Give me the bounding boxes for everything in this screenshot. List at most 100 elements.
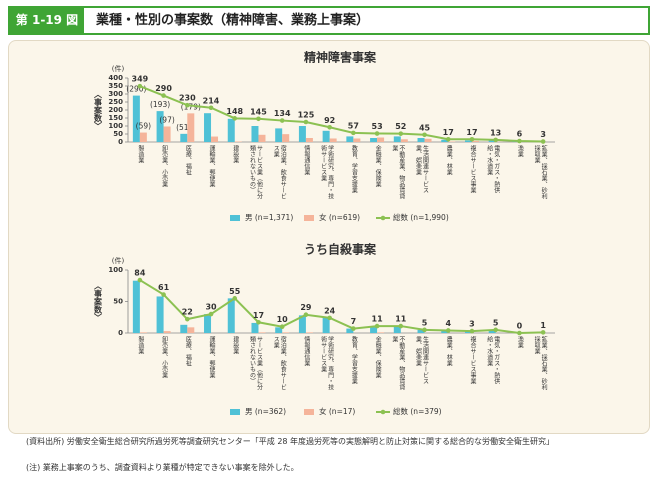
bar <box>305 138 313 142</box>
total-point <box>374 131 380 136</box>
bar <box>156 111 164 142</box>
bar-value-label: (290) <box>126 85 146 94</box>
bar <box>180 324 188 333</box>
total-point <box>303 119 309 125</box>
total-value-label: 30 <box>205 303 217 312</box>
bar <box>464 331 472 333</box>
y-tick-label: 100 <box>108 122 123 130</box>
total-value-label: 125 <box>298 111 315 120</box>
total-value-label: 29 <box>300 303 312 312</box>
bar <box>377 137 385 142</box>
x-tick-label: 運輸業、郵便業 <box>208 336 216 378</box>
total-value-label: 92 <box>324 116 335 125</box>
total-point <box>374 323 380 329</box>
x-tick-label: 電気・ガス・熱供給・水道業 <box>485 336 500 384</box>
bar <box>187 113 195 142</box>
bar <box>211 136 219 142</box>
total-value-label: 7 <box>351 317 357 326</box>
total-point <box>279 324 285 330</box>
total-point <box>517 138 522 144</box>
x-tick-label: 漁業 <box>516 336 524 348</box>
total-point <box>469 136 475 142</box>
x-tick-label: サービス業（他に分類されないもの） <box>248 336 263 390</box>
total-point <box>422 327 427 333</box>
x-tick-label: 医療、福祉 <box>184 336 192 366</box>
bar <box>417 138 425 142</box>
bar <box>275 327 283 333</box>
total-value-label: 10 <box>277 315 289 324</box>
bar <box>298 126 306 142</box>
bar <box>132 95 140 142</box>
total-point <box>327 124 332 130</box>
bar <box>275 128 283 142</box>
bar <box>441 330 449 333</box>
total-point <box>422 132 427 138</box>
bar <box>139 332 147 333</box>
bar <box>282 134 290 142</box>
bar <box>370 326 378 333</box>
bar <box>139 132 147 142</box>
bar <box>377 332 385 333</box>
y-tick-label: 0 <box>118 329 123 337</box>
x-tick-label: 宿泊業、飲食サービス業 <box>272 336 287 390</box>
legend-label: 総数 (n=1,990) <box>393 212 449 222</box>
bar <box>346 136 354 142</box>
x-tick-label: 情報通信業 <box>302 336 310 366</box>
legend-swatch <box>230 215 240 221</box>
bar <box>258 134 266 142</box>
total-point <box>208 311 214 317</box>
x-tick-label: 不動産業、物品賃貸業 <box>390 336 405 390</box>
total-value-label: 5 <box>422 318 428 327</box>
total-point <box>493 327 498 333</box>
bar <box>370 138 378 142</box>
bar <box>163 126 171 142</box>
x-tick-label: 生活関連サービス業、娯楽業 <box>414 336 429 384</box>
total-value-label: 3 <box>469 320 475 329</box>
x-tick-label: 卸売業、小売業 <box>160 145 168 187</box>
x-tick-label: 学術研究、専門・技術サービス業 <box>319 145 334 199</box>
x-tick-label: 宿泊業、飲食サービス業 <box>272 145 287 199</box>
total-value-label: 134 <box>274 109 291 118</box>
total-value-label: 24 <box>324 306 336 315</box>
y-unit: (件) <box>112 64 125 73</box>
bar <box>282 332 290 333</box>
bar <box>464 140 472 142</box>
bar <box>424 138 432 142</box>
total-value-label: 45 <box>419 123 431 132</box>
x-tick-label: 農業、林業 <box>445 336 453 366</box>
y-tick-label: 250 <box>108 98 123 106</box>
legend-swatch <box>380 215 386 221</box>
x-tick-label: 鉱業、採石業、砂利採取業 <box>533 145 548 199</box>
total-point <box>279 118 285 123</box>
footnote: (注) 業務上事案のうち、調査資料より業種が特定できない事案を除外した。 <box>26 463 299 472</box>
bar <box>298 315 306 333</box>
chart-title: 精神障害事案 <box>304 50 377 65</box>
bar <box>187 327 195 333</box>
legend-swatch <box>304 409 314 415</box>
bar <box>441 139 449 142</box>
total-value-label: 5 <box>493 318 499 327</box>
y-axis-label: 〈事案数〉 <box>93 90 103 130</box>
total-point <box>161 93 166 98</box>
legend-label: 総数 (n=379) <box>393 406 442 416</box>
y-tick-label: 150 <box>108 114 123 122</box>
total-point <box>351 130 356 136</box>
bar <box>353 138 361 142</box>
total-value-label: 349 <box>132 75 149 84</box>
x-tick-label: 運輸業、郵便業 <box>208 145 216 187</box>
x-tick-label: 鉱業、採石業、砂利採取業 <box>533 336 548 390</box>
bar <box>156 296 164 333</box>
total-point <box>137 83 143 89</box>
x-tick-label: 不動産業、物品賃貸業 <box>390 145 405 199</box>
total-point <box>398 131 404 136</box>
total-value-label: 52 <box>395 122 406 131</box>
x-tick-label: 複合サービス事業 <box>468 336 476 384</box>
y-tick-label: 350 <box>108 82 123 90</box>
legend-label: 男 (n=362) <box>245 407 286 416</box>
total-value-label: 61 <box>158 283 170 292</box>
source-note: (資料出所) 労働安全衛生総合研究所過労死等調査研究センター「平成 28 年度過… <box>26 437 555 446</box>
x-tick-label: 生活関連サービス業、娯楽業 <box>414 145 429 193</box>
y-axis-label: 〈事案数〉 <box>93 282 103 322</box>
chart-title: うち自殺事案 <box>304 242 377 257</box>
y-tick-label: 400 <box>108 74 123 82</box>
